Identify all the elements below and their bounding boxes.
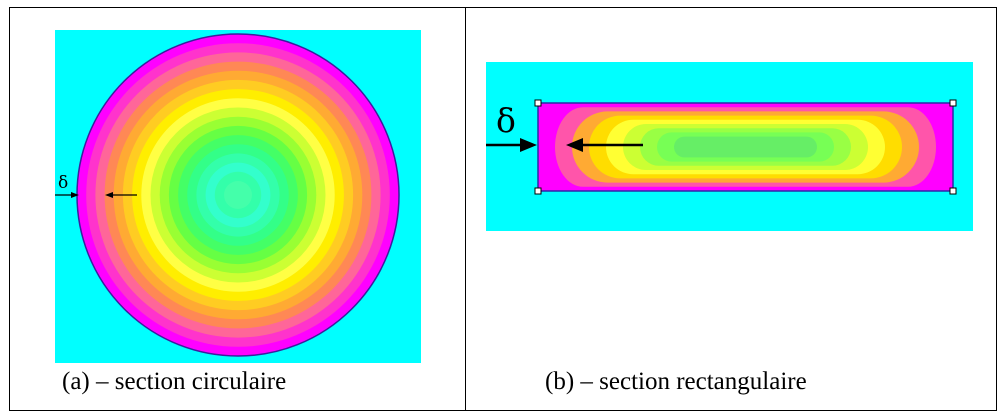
inner-arrow-head: [566, 138, 583, 152]
caption-rectangular-section: (b) – section rectangulaire: [545, 368, 807, 395]
outer-arrow-head: [520, 138, 537, 152]
caption-circular-section: (a) – section circulaire: [62, 368, 287, 395]
rectangular-section-panel: δ: [486, 62, 973, 231]
outer-arrow-head: [71, 192, 79, 198]
contour-band: [674, 136, 817, 158]
corner-handle: [949, 99, 957, 107]
contour-bands: [538, 103, 953, 191]
circular-section-figure: δ: [55, 30, 421, 363]
corner-handle: [949, 187, 957, 195]
circular-section-panel: δ: [55, 30, 421, 363]
figure-frame: [9, 7, 997, 411]
corner-handle: [534, 99, 542, 107]
rectangular-section-figure: δ: [486, 62, 973, 231]
rectangle-outline: [537, 102, 954, 192]
corner-handle: [534, 187, 542, 195]
delta-symbol-a: δ: [58, 173, 68, 193]
contour-core: [224, 181, 252, 209]
inner-arrow-head: [105, 192, 113, 198]
panel-divider: [465, 7, 466, 411]
contour-rings: [77, 34, 399, 356]
delta-symbol-b: δ: [496, 101, 516, 140]
